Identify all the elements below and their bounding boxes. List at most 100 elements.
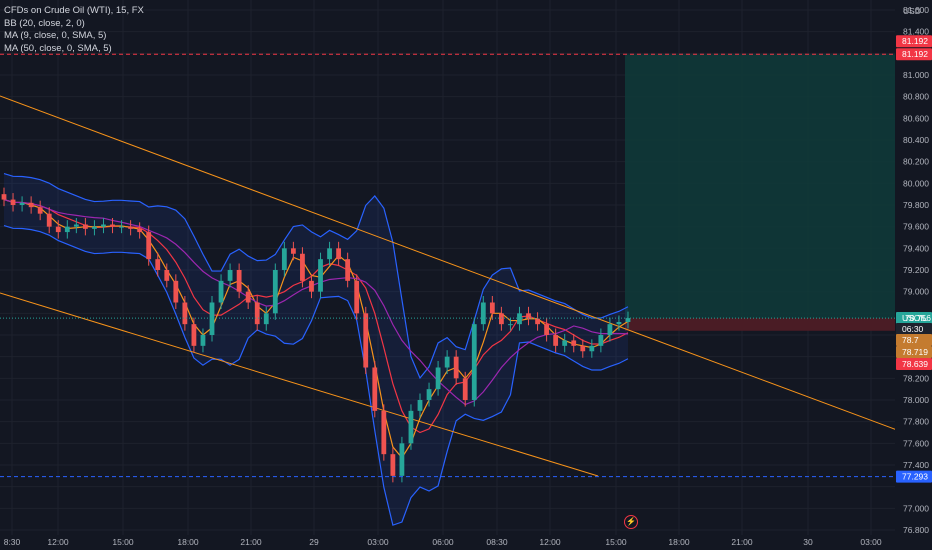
time-tick-label: 21:00 xyxy=(240,537,262,547)
candle-body xyxy=(616,322,622,325)
price-tick-label: 80.400 xyxy=(903,135,929,145)
candle-body xyxy=(92,226,97,229)
time-tick-label: 06:00 xyxy=(432,537,454,547)
candle-body xyxy=(408,410,414,444)
candle-body xyxy=(381,410,387,455)
lightning-icon[interactable]: ⚡ xyxy=(624,515,638,529)
candle-body xyxy=(1,194,7,200)
candle-body xyxy=(562,340,568,346)
candle-body xyxy=(209,302,215,335)
price-tick-label: 81.600 xyxy=(903,5,929,15)
time-tick-label: 15:00 xyxy=(112,537,134,547)
candle-body xyxy=(272,270,278,314)
price-badge: 78.756 xyxy=(905,313,931,323)
trend-channel xyxy=(0,95,898,477)
price-lines xyxy=(0,53,895,478)
time-tick-label: 12:00 xyxy=(47,537,69,547)
candle-body xyxy=(200,335,206,346)
legend-title[interactable]: CFDs on Crude Oil (WTI), 15, FX xyxy=(4,5,144,16)
price-tick-label: 77.000 xyxy=(903,503,929,513)
price-tick-label: 78.000 xyxy=(903,395,929,405)
price-tick-label: 78.200 xyxy=(903,373,929,383)
indicator-legend: CFDs on Crude Oil (WTI), 15, FX BB (20, … xyxy=(4,5,144,55)
candle-body xyxy=(435,367,441,390)
bollinger-upper xyxy=(3,173,629,380)
candle-body xyxy=(46,213,52,227)
candle-body xyxy=(517,313,522,325)
candle-body xyxy=(73,224,79,227)
time-axis[interactable]: 8:30 12:00 15:00 18:00 21:00 29 03:00 06:00 08:3… xyxy=(0,535,932,550)
candle-body xyxy=(354,280,360,314)
candle-body xyxy=(290,248,296,254)
legend-bb[interactable]: BB (20, close, 2, 0) xyxy=(4,17,85,29)
target-zone xyxy=(625,54,895,319)
candle-body xyxy=(281,248,287,270)
candle-body xyxy=(471,324,477,400)
price-tick-label: 77.600 xyxy=(903,438,929,448)
candle-body xyxy=(508,324,513,326)
stop-badge-bg xyxy=(896,358,932,370)
candle-body xyxy=(453,356,459,379)
candle-body xyxy=(444,356,450,368)
time-tick-label: 18:00 xyxy=(177,537,199,547)
candle-body xyxy=(544,324,550,335)
candle-body xyxy=(64,226,70,233)
candle-body xyxy=(82,224,88,229)
legend-ma50[interactable]: MA (50, close, 0, SMA, 5) xyxy=(4,42,112,54)
candle-body xyxy=(182,302,188,325)
candle-body xyxy=(417,400,423,411)
stop-badge: 78.639 xyxy=(902,359,928,369)
candle-body xyxy=(263,313,269,325)
price-axis[interactable]: USD81.60081.40081.00080.80080.60080.4008… xyxy=(895,0,932,550)
candle-body xyxy=(399,443,405,476)
candle-body xyxy=(526,313,531,319)
mid2-badge: 78.719 xyxy=(902,347,928,357)
time-tick-label: 08:30 xyxy=(486,537,508,547)
candle-body xyxy=(318,259,323,292)
ma9-line xyxy=(3,199,629,459)
candle-body xyxy=(480,302,486,325)
price-tick-label: 80.000 xyxy=(903,178,929,188)
price-axis-bg xyxy=(895,0,932,550)
target-line-badge-bg xyxy=(896,48,932,61)
candle-body xyxy=(553,335,559,346)
candle-body xyxy=(254,302,260,325)
countdown-badge-bg xyxy=(896,323,932,335)
candle-body xyxy=(345,259,351,281)
time-tick-label: 21:00 xyxy=(731,537,753,547)
candle-body xyxy=(55,226,61,233)
mid-badge: 78.7 xyxy=(902,335,919,345)
channel-lower xyxy=(0,292,599,477)
time-axis-bg xyxy=(0,535,932,550)
candle-body xyxy=(19,202,25,205)
candle-body xyxy=(245,291,251,303)
symbol-badge-bg xyxy=(896,312,932,324)
candle-body xyxy=(390,454,396,476)
candle-body xyxy=(236,270,242,292)
candle-body xyxy=(128,226,134,229)
candle-body xyxy=(589,345,595,352)
time-tick-label: 03:00 xyxy=(367,537,389,547)
candle-body xyxy=(137,228,143,233)
candle-body xyxy=(155,259,161,270)
candle-body xyxy=(372,367,378,411)
price-tick-label: 79.400 xyxy=(903,243,929,253)
candle-body xyxy=(363,313,369,368)
target-line-badge: 81.192 xyxy=(902,49,928,59)
candlesticks xyxy=(1,187,631,483)
price-tick-label: 81.400 xyxy=(903,27,929,37)
time-tick-label: 30 xyxy=(803,537,813,547)
channel-upper xyxy=(0,95,898,431)
legend-ma9[interactable]: MA (9, close, 0, SMA, 5) xyxy=(4,30,107,41)
price-tick-label: 77.800 xyxy=(903,417,929,427)
time-tick-label: 18:00 xyxy=(668,537,690,547)
candle-body xyxy=(227,270,233,281)
time-tick-label: 8:30 xyxy=(4,537,21,547)
candle-body xyxy=(173,280,179,303)
price-tick-label: 79.000 xyxy=(903,287,929,297)
candle-body xyxy=(119,226,124,228)
price-tick-label: 79.800 xyxy=(903,200,929,210)
candle-body xyxy=(101,224,106,227)
